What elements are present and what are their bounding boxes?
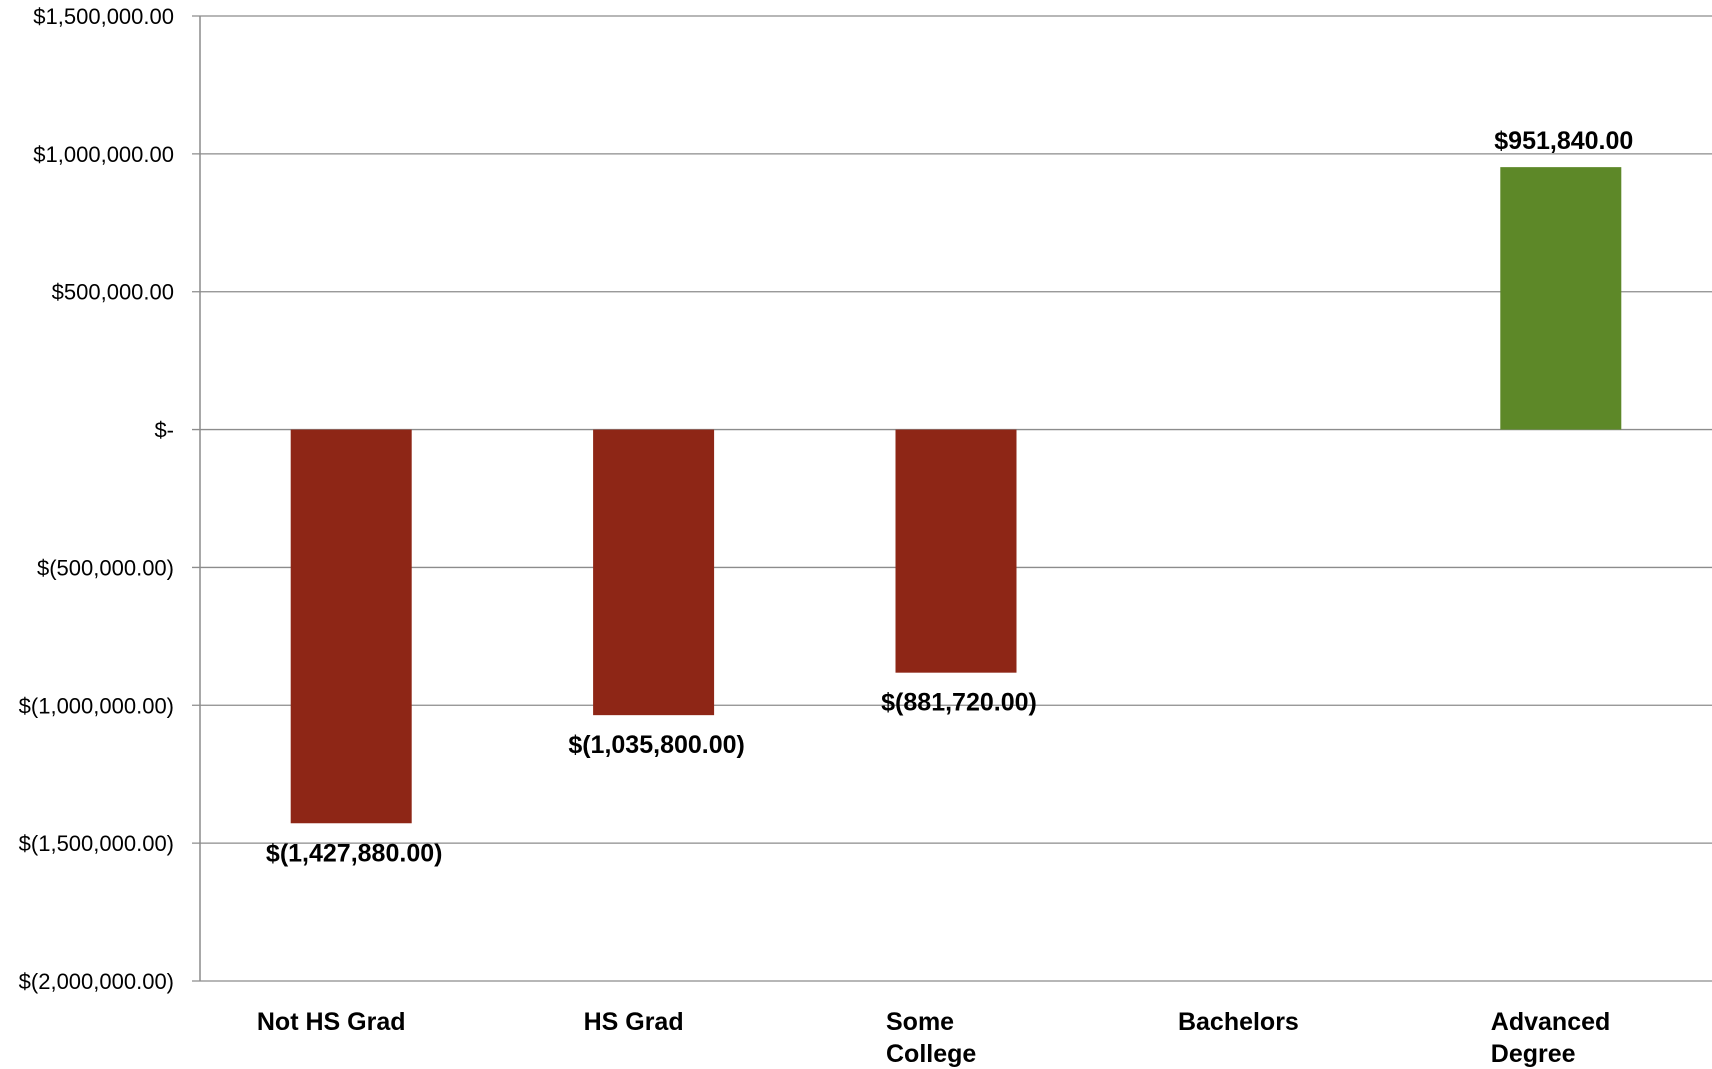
bar: [593, 429, 715, 716]
category-label: Bachelors: [1178, 1008, 1299, 1036]
y-tick-labels: $1,500,000.00 $1,000,000.00 $500,000.00 $- $…: [19, 4, 174, 994]
category-labels: Not HS Grad HS Grad Some College Bachelors Ad…: [257, 1008, 1610, 1068]
y-tick-label: $(500,000.00): [37, 555, 174, 580]
y-tick-label: $1,000,000.00: [33, 142, 174, 167]
data-label: $(881,720.00): [881, 689, 1037, 717]
data-label: $951,840.00: [1494, 127, 1633, 155]
category-label: HS Grad: [584, 1008, 684, 1036]
bar: [895, 429, 1017, 673]
category-label: Some College: [886, 1008, 976, 1068]
category-label: Advanced Degree: [1491, 1008, 1610, 1068]
y-tick-label: $1,500,000.00: [33, 4, 174, 29]
bar: [1500, 167, 1622, 430]
data-label: $(1,427,880.00): [266, 839, 443, 867]
y-tick-label: $(1,000,000.00): [19, 693, 174, 718]
bar: [290, 429, 412, 824]
category-label: Not HS Grad: [257, 1008, 406, 1036]
bars: [290, 167, 1622, 824]
y-tick-label: $-: [154, 418, 174, 443]
data-label: $(1,035,800.00): [568, 731, 745, 759]
y-tick-label: $500,000.00: [52, 280, 174, 305]
y-tick-label: $(1,500,000.00): [19, 831, 174, 856]
data-labels: $(1,427,880.00) $(1,035,800.00) $(881,720.…: [266, 127, 1633, 867]
y-tick-label: $(2,000,000.00): [19, 969, 174, 994]
